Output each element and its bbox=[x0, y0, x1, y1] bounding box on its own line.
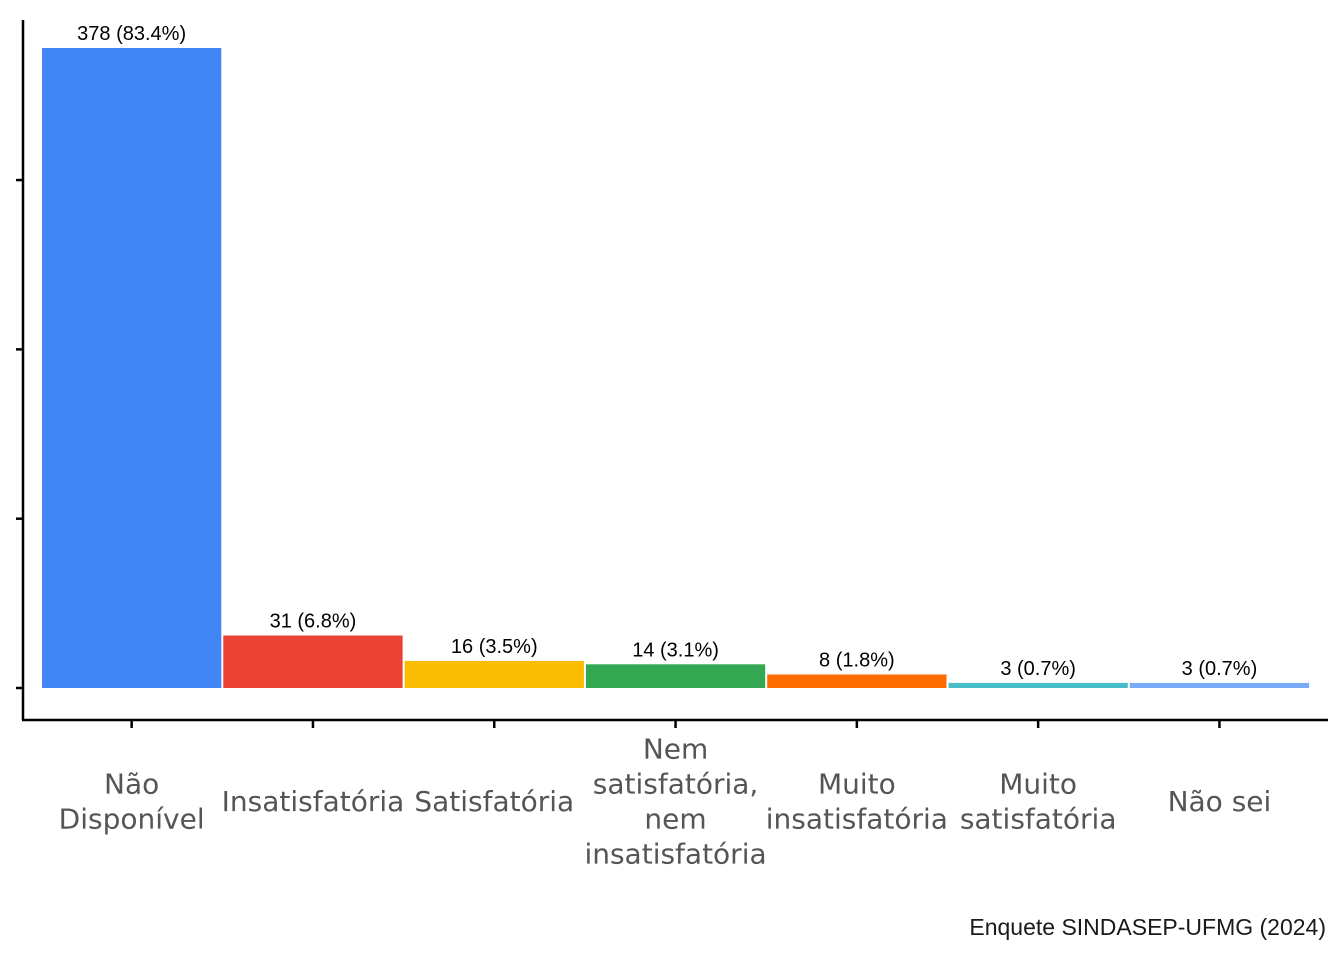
x-tick-label: Nem satisfatória, nem insatisfatória bbox=[584, 733, 766, 871]
x-tick-label: Não sei bbox=[1168, 785, 1272, 818]
x-tick-label: Insatisfatória bbox=[222, 785, 405, 818]
bar-value-label: 3 (0.7%) bbox=[1182, 658, 1258, 680]
bar-value-label: 16 (3.5%) bbox=[451, 636, 538, 658]
bar-value-label: 3 (0.7%) bbox=[1000, 658, 1076, 680]
bar bbox=[948, 682, 1128, 688]
bar bbox=[585, 664, 766, 688]
bar-value-label: 378 (83.4%) bbox=[77, 23, 186, 45]
bar bbox=[42, 48, 222, 688]
bar bbox=[223, 635, 403, 688]
bar bbox=[767, 674, 947, 688]
x-tick-label: Não Disponível bbox=[59, 768, 205, 836]
bar-value-label: 31 (6.8%) bbox=[270, 611, 357, 633]
bar bbox=[1129, 682, 1310, 688]
bar bbox=[404, 660, 584, 688]
x-tick-label: Muito satisfatória bbox=[960, 768, 1117, 836]
x-tick-label: Muito insatisfatória bbox=[766, 768, 948, 836]
bar-value-label: 14 (3.1%) bbox=[632, 639, 719, 661]
chart-caption: Enquete SINDASEP-UFMG (2024) bbox=[969, 914, 1326, 940]
x-tick-label: Satisfatória bbox=[414, 785, 574, 818]
bar-value-label: 8 (1.8%) bbox=[819, 649, 895, 671]
